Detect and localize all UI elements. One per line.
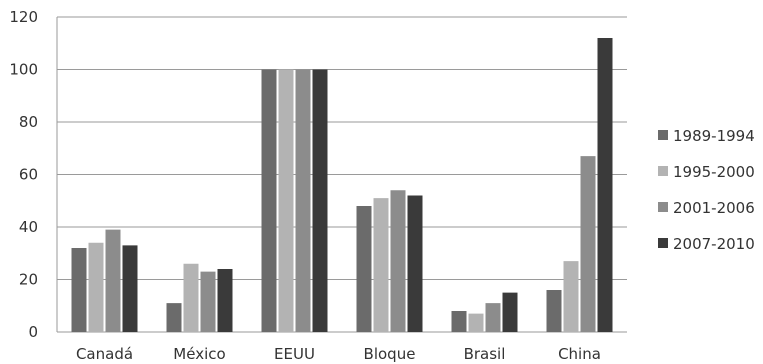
y-tick-label: 0 xyxy=(28,323,38,341)
bar-Bloque-1989-1994 xyxy=(356,206,372,332)
bar-Brasil-2001-2006 xyxy=(485,303,501,332)
x-category-label: Canadá xyxy=(76,345,133,363)
legend-label: 1989-1994 xyxy=(673,127,755,145)
bar-México-1989-1994 xyxy=(166,303,182,332)
x-category-label: Brasil xyxy=(464,345,506,363)
y-tick-label: 40 xyxy=(19,218,38,236)
bar-Bloque-2001-2006 xyxy=(390,190,406,332)
legend: 1989-1994 1995-2000 2001-2006 2007-2010 xyxy=(658,127,755,253)
bar-Brasil-1995-2000 xyxy=(468,313,484,332)
x-category-label: China xyxy=(558,345,601,363)
bar-México-2007-2010 xyxy=(217,269,233,332)
legend-swatch-1995-2000 xyxy=(658,166,668,176)
bar-México-2001-2006 xyxy=(200,271,216,332)
bar-China-1989-1994 xyxy=(546,290,562,332)
bar-EEUU-1995-2000 xyxy=(278,69,294,332)
bar-Canadá-1995-2000 xyxy=(88,242,104,332)
gridlines xyxy=(57,16,627,333)
bar-Bloque-2007-2010 xyxy=(407,195,423,332)
bar-Bloque-1995-2000 xyxy=(373,198,389,332)
bar-China-2001-2006 xyxy=(580,156,596,332)
x-axis-labels: Canadá México EEUU Bloque Brasil China xyxy=(76,345,601,363)
bar-México-1995-2000 xyxy=(183,263,199,332)
y-tick-label: 80 xyxy=(19,113,38,131)
legend-swatch-2001-2006 xyxy=(658,202,668,212)
bar-EEUU-2001-2006 xyxy=(295,69,311,332)
x-category-label: México xyxy=(173,345,225,363)
bar-EEUU-2007-2010 xyxy=(312,69,328,332)
bar-Canadá-2001-2006 xyxy=(105,229,121,332)
legend-swatch-2007-2010 xyxy=(658,238,668,248)
bar-China-1995-2000 xyxy=(563,261,579,332)
x-category-label: Bloque xyxy=(364,345,416,363)
y-tick-label: 120 xyxy=(9,8,38,26)
bar-Brasil-2007-2010 xyxy=(502,292,518,332)
bar-China-2007-2010 xyxy=(597,38,613,332)
legend-label: 2007-2010 xyxy=(673,235,755,253)
y-tick-label: 20 xyxy=(19,271,38,289)
y-tick-label: 100 xyxy=(9,61,38,79)
x-category-label: EEUU xyxy=(274,345,315,363)
bar-EEUU-1989-1994 xyxy=(261,69,277,332)
y-tick-label: 60 xyxy=(19,166,38,184)
bar-Canadá-2007-2010 xyxy=(122,245,138,332)
legend-label: 1995-2000 xyxy=(673,163,755,181)
bars xyxy=(71,38,613,332)
legend-swatch-1989-1994 xyxy=(658,130,668,140)
bar-Brasil-1989-1994 xyxy=(451,311,467,332)
bar-Canadá-1989-1994 xyxy=(71,248,87,332)
y-axis: 0 20 40 60 80 100 120 xyxy=(9,8,58,341)
legend-label: 2001-2006 xyxy=(673,199,755,217)
